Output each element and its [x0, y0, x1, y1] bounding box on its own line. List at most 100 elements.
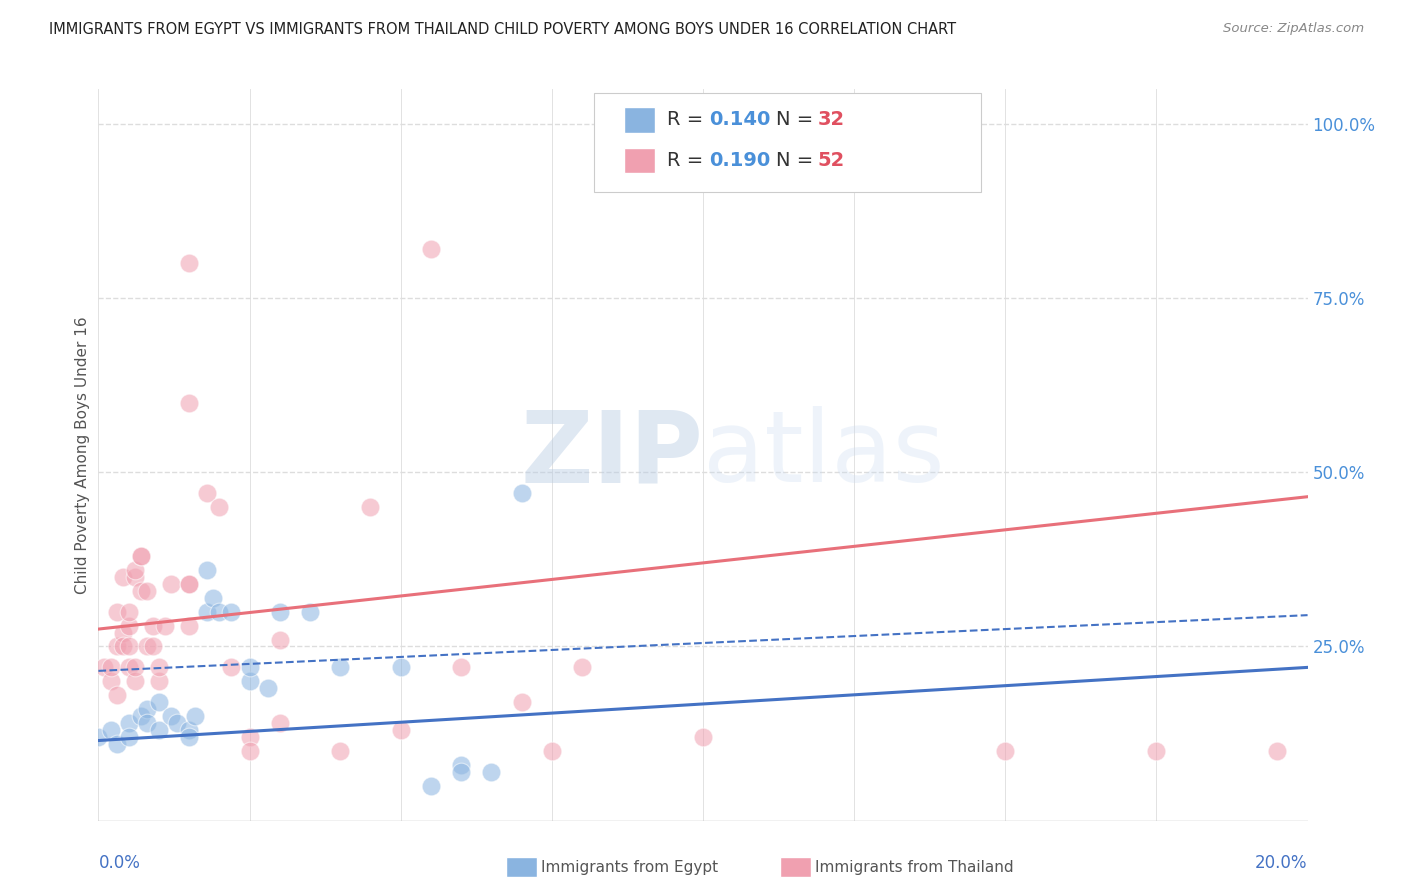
Text: R =: R =: [666, 151, 709, 169]
Point: [148, 660, 170, 674]
Point: [195, 486, 218, 500]
Point: [450, 758, 472, 772]
Point: [420, 779, 443, 793]
Point: [256, 681, 278, 696]
Point: [179, 730, 201, 744]
Point: [135, 640, 157, 654]
Point: [389, 723, 412, 737]
Point: [269, 716, 291, 731]
Text: Immigrants from Egypt: Immigrants from Egypt: [541, 861, 718, 875]
Point: [1267, 744, 1289, 758]
Point: [87, 730, 110, 744]
Text: 0.190: 0.190: [709, 151, 770, 169]
Point: [93, 660, 115, 674]
Point: [142, 618, 165, 632]
Text: 52: 52: [818, 151, 845, 169]
Point: [239, 660, 262, 674]
Point: [179, 576, 201, 591]
Point: [135, 702, 157, 716]
Point: [450, 764, 472, 779]
Point: [160, 709, 183, 723]
Point: [360, 500, 382, 515]
Point: [148, 695, 170, 709]
Text: atlas: atlas: [703, 407, 945, 503]
Point: [239, 674, 262, 689]
Point: [148, 723, 170, 737]
Point: [994, 744, 1017, 758]
FancyBboxPatch shape: [595, 93, 981, 192]
Point: [105, 688, 128, 702]
Point: [239, 744, 262, 758]
Point: [179, 395, 201, 409]
Text: N =: N =: [776, 151, 820, 169]
Text: ZIP: ZIP: [520, 407, 703, 503]
Point: [129, 583, 152, 598]
Point: [510, 486, 533, 500]
Point: [105, 737, 128, 751]
Point: [179, 576, 201, 591]
Point: [179, 256, 201, 270]
Point: [135, 583, 157, 598]
Point: [179, 723, 201, 737]
Point: [221, 660, 243, 674]
Point: [420, 243, 443, 257]
Point: [142, 640, 165, 654]
Point: [269, 632, 291, 647]
Point: [481, 764, 503, 779]
Point: [208, 605, 231, 619]
Point: [299, 605, 322, 619]
Point: [124, 563, 146, 577]
Point: [148, 674, 170, 689]
Point: [105, 605, 128, 619]
Point: [202, 591, 225, 605]
Point: [129, 709, 152, 723]
Point: [118, 730, 141, 744]
Point: [124, 674, 146, 689]
Bar: [624, 108, 655, 133]
Point: [160, 576, 183, 591]
Point: [100, 660, 122, 674]
Point: [329, 744, 352, 758]
Point: [124, 660, 146, 674]
Point: [389, 660, 412, 674]
Point: [118, 716, 141, 731]
Text: 0.0%: 0.0%: [98, 854, 141, 871]
Point: [129, 549, 152, 563]
Text: N =: N =: [776, 111, 820, 129]
Text: 20.0%: 20.0%: [1256, 854, 1308, 871]
Point: [510, 695, 533, 709]
Point: [105, 640, 128, 654]
Point: [184, 709, 207, 723]
Y-axis label: Child Poverty Among Boys Under 16: Child Poverty Among Boys Under 16: [75, 316, 90, 594]
Point: [571, 660, 593, 674]
Point: [118, 640, 141, 654]
Point: [111, 570, 134, 584]
Point: [208, 500, 231, 515]
Point: [221, 605, 243, 619]
Point: [118, 618, 141, 632]
Bar: [624, 148, 655, 173]
Point: [195, 605, 218, 619]
Point: [269, 605, 291, 619]
Text: IMMIGRANTS FROM EGYPT VS IMMIGRANTS FROM THAILAND CHILD POVERTY AMONG BOYS UNDER: IMMIGRANTS FROM EGYPT VS IMMIGRANTS FROM…: [49, 22, 956, 37]
Point: [124, 570, 146, 584]
Point: [129, 549, 152, 563]
Point: [153, 618, 176, 632]
Text: 32: 32: [818, 111, 845, 129]
Point: [100, 723, 122, 737]
Point: [195, 563, 218, 577]
Point: [111, 625, 134, 640]
Point: [692, 730, 714, 744]
Text: Immigrants from Thailand: Immigrants from Thailand: [815, 861, 1014, 875]
Point: [118, 605, 141, 619]
Point: [540, 744, 562, 758]
Text: R =: R =: [666, 111, 709, 129]
Point: [179, 618, 201, 632]
Point: [111, 640, 134, 654]
Point: [135, 716, 157, 731]
Point: [1144, 744, 1167, 758]
Point: [100, 674, 122, 689]
Point: [118, 660, 141, 674]
Point: [239, 730, 262, 744]
Text: Source: ZipAtlas.com: Source: ZipAtlas.com: [1223, 22, 1364, 36]
